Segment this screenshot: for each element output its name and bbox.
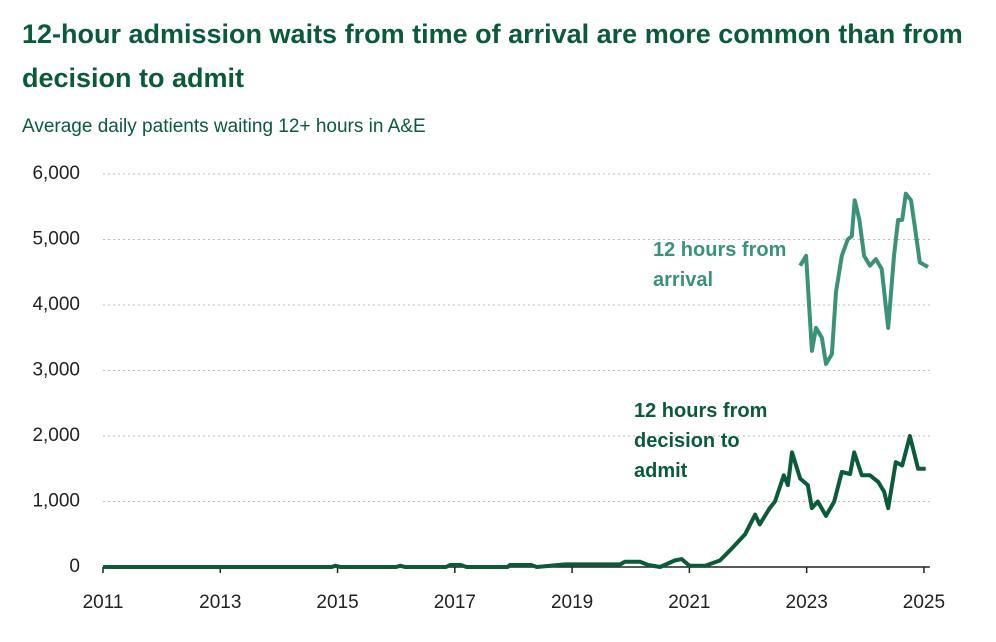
x-tick-label: 2015 [316,592,358,613]
x-tick-label: 2019 [551,592,593,613]
x-tick-label: 2011 [83,592,124,613]
x-tick-label: 2013 [199,592,241,613]
line [103,434,926,569]
y-tick-label: 1,000 [32,491,80,512]
chart-title: 12-hour admission waits from time of arr… [22,19,963,93]
line [798,191,929,366]
series-label: 12 hours from arrival [653,239,787,291]
y-tick-label: 0 [69,556,80,577]
y-tick-label: 4,000 [32,294,80,315]
x-tick-label: 2025 [903,592,945,613]
x-tick-label: 2017 [434,592,476,613]
x-tick-label: 2023 [786,592,828,613]
chart-subtitle: Average daily patients waiting 12+ hours… [22,116,426,137]
y-tick-label: 6,000 [32,163,80,184]
x-tick-label: 2021 [668,592,710,613]
y-tick-label: 2,000 [32,425,80,446]
y-tick-label: 3,000 [32,360,80,381]
y-tick-label: 5,000 [32,229,80,250]
series-label: 12 hours from decision to admit [634,400,768,482]
